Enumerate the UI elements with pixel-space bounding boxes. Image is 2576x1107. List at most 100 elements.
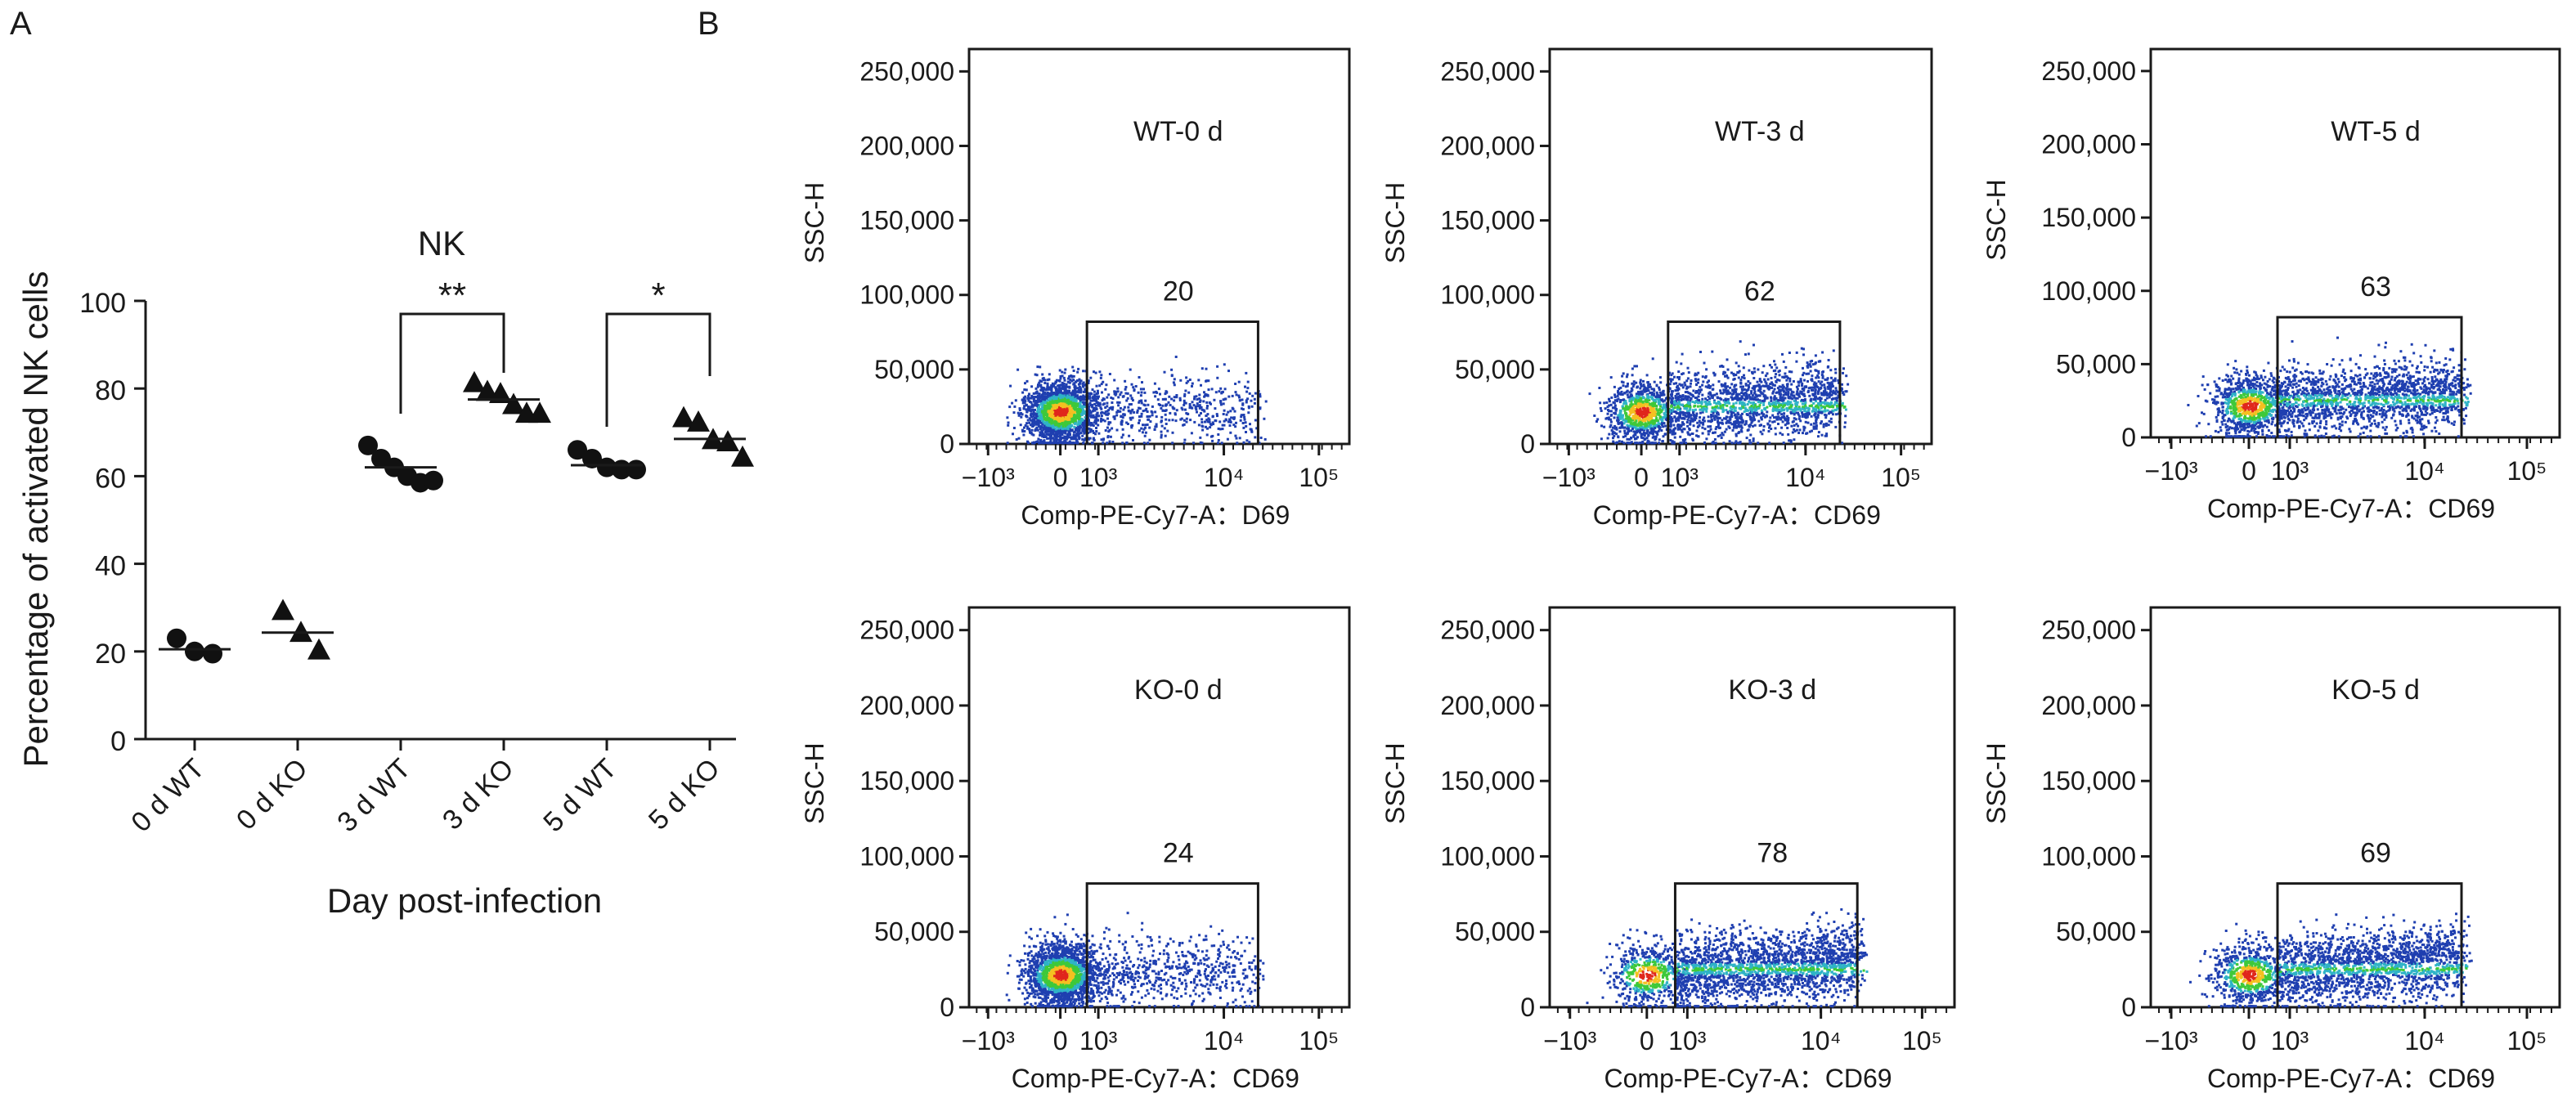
event-dot [1160,406,1163,410]
event-dot [1034,412,1037,415]
event-dot [1790,370,1793,374]
event-dot [1793,396,1796,399]
event-dot [1826,385,1829,388]
event-dot [1098,403,1102,406]
event-dot [1066,428,1070,431]
event-dot [1654,437,1658,440]
event-dot [1196,398,1199,401]
event-dot [1625,375,1628,379]
event-dot [1022,400,1025,403]
event-dot [1694,372,1697,375]
event-dot [1061,408,1065,411]
event-dot [1084,416,1087,419]
event-dot [1059,393,1061,397]
event-dot [1796,391,1799,394]
event-dot [1630,387,1633,390]
event-dot [1065,419,1068,422]
event-dot [1644,432,1647,435]
event-dot [1842,367,1845,370]
event-dot [1075,441,1079,445]
event-dot [1052,429,1055,432]
event-dot [1694,408,1697,411]
event-dot [1205,415,1208,417]
event-dot [1052,383,1055,387]
data-point [203,643,222,664]
event-dot [1119,393,1122,397]
event-dot [1636,404,1639,407]
event-dot [1063,394,1066,397]
event-dot [1631,417,1634,420]
event-dot [1726,385,1729,388]
event-dot [1780,426,1784,429]
event-dot [1752,406,1754,410]
event-dot [1055,435,1057,438]
event-dot [1741,405,1744,408]
event-dot [1043,392,1047,396]
y-tick-label: 60 [95,463,126,494]
event-dot [1668,397,1671,400]
event-dot [1200,383,1202,387]
event-dot [1264,400,1268,403]
event-dot [1636,386,1639,389]
event-dot [1774,432,1777,436]
event-dot [1617,414,1620,417]
event-dot [1670,416,1673,419]
event-dot [1685,390,1689,393]
event-dot [1232,424,1236,427]
event-dot [1766,378,1770,381]
event-dot [1040,380,1043,383]
event-dot [1797,413,1800,416]
event-dot [1139,394,1142,397]
event-dot [1836,397,1839,400]
event-dot [1821,374,1824,378]
event-dot [1748,397,1752,401]
event-dot [1205,379,1208,383]
event-dot [1142,428,1146,431]
event-dot [1732,374,1735,377]
event-dot [1253,401,1256,405]
event-dot [1630,402,1633,406]
event-dot [1641,401,1645,404]
x-tick-label: 10³ [1079,463,1118,492]
event-dot [1095,416,1097,419]
event-dot [1781,352,1784,356]
event-dot [1079,421,1082,424]
event-dot [1160,436,1163,439]
event-dot [1049,431,1052,434]
event-dot [1044,426,1048,429]
event-dot [1630,397,1633,400]
event-dot [1634,426,1637,429]
event-dot [1645,432,1649,435]
event-dot [1650,393,1654,397]
event-dot [1680,425,1683,428]
event-dot [1777,415,1780,419]
event-dot [1686,398,1690,401]
event-dot [1801,398,1803,401]
event-dot [1038,408,1041,411]
event-dot [1028,392,1030,396]
event-dot [1753,390,1757,393]
event-dot [1795,428,1798,432]
event-dot [1749,433,1752,437]
event-dot [1663,415,1666,419]
event-dot [1665,404,1668,407]
event-dot [1253,397,1256,401]
event-dot [1736,411,1739,415]
event-dot [1030,428,1034,432]
event-dot [1703,416,1706,419]
event-dot [1218,428,1222,431]
event-dot [1621,405,1624,408]
event-dot [1701,410,1704,414]
event-dot [1658,422,1662,425]
event-dot [1007,424,1010,427]
event-dot [1023,388,1026,392]
event-dot [1684,414,1687,417]
event-dot [1691,401,1694,403]
event-dot [1032,433,1035,437]
event-dot [1662,400,1665,403]
event-dot [1034,414,1038,417]
event-dot [1626,393,1629,397]
event-dot [1811,379,1814,383]
event-dot [1631,403,1635,406]
event-dot [1041,423,1044,426]
